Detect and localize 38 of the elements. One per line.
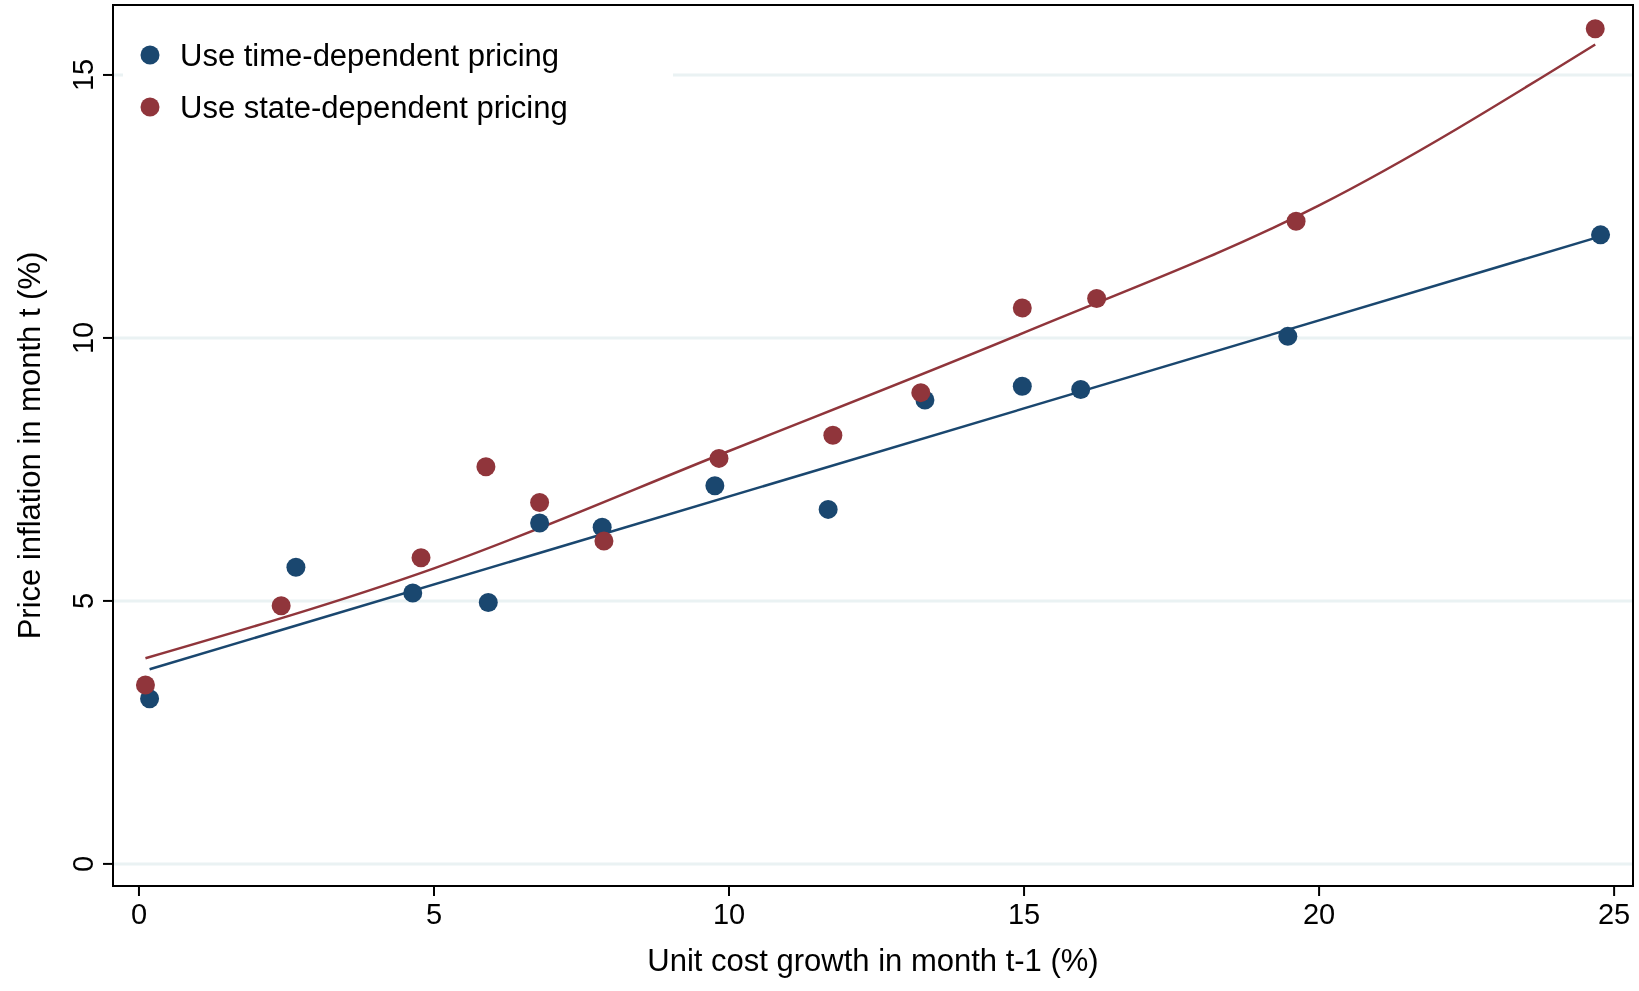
legend-label: Use state-dependent pricing <box>180 89 568 125</box>
point <box>1585 19 1605 39</box>
point <box>1012 298 1032 318</box>
point <box>1012 376 1032 396</box>
y-axis-title: Price inflation in month t (%) <box>12 251 47 640</box>
x-tick-label: 15 <box>1007 898 1041 930</box>
point <box>478 593 498 612</box>
point <box>286 557 306 577</box>
x-tick-label: 20 <box>1302 898 1336 930</box>
y-tick-label: 10 <box>67 321 99 355</box>
point <box>594 531 614 551</box>
point <box>911 383 931 403</box>
y-tick-label: 5 <box>67 592 99 609</box>
point <box>1286 211 1306 231</box>
point <box>1591 225 1611 245</box>
y-tick-label: 15 <box>67 58 99 92</box>
y-tick-label: 0 <box>67 855 99 872</box>
point <box>823 425 843 445</box>
x-axis-title: Unit cost growth in month t-1 (%) <box>647 943 1099 978</box>
point <box>1071 379 1091 399</box>
point <box>411 548 431 568</box>
point <box>709 448 729 468</box>
x-tick-label: 10 <box>712 898 746 930</box>
point <box>1278 326 1298 346</box>
point <box>705 476 725 496</box>
x-tick-label: 25 <box>1597 898 1631 930</box>
point <box>1087 288 1107 308</box>
x-tick-label: 0 <box>130 898 148 930</box>
point <box>476 457 496 477</box>
point <box>530 493 550 513</box>
point <box>818 499 838 519</box>
point <box>135 675 155 695</box>
point <box>403 583 423 603</box>
legend-label: Use time-dependent pricing <box>180 37 560 73</box>
line-series <box>144 43 1597 660</box>
point <box>271 596 291 616</box>
point <box>530 513 550 533</box>
x-tick-label: 5 <box>425 898 443 930</box>
